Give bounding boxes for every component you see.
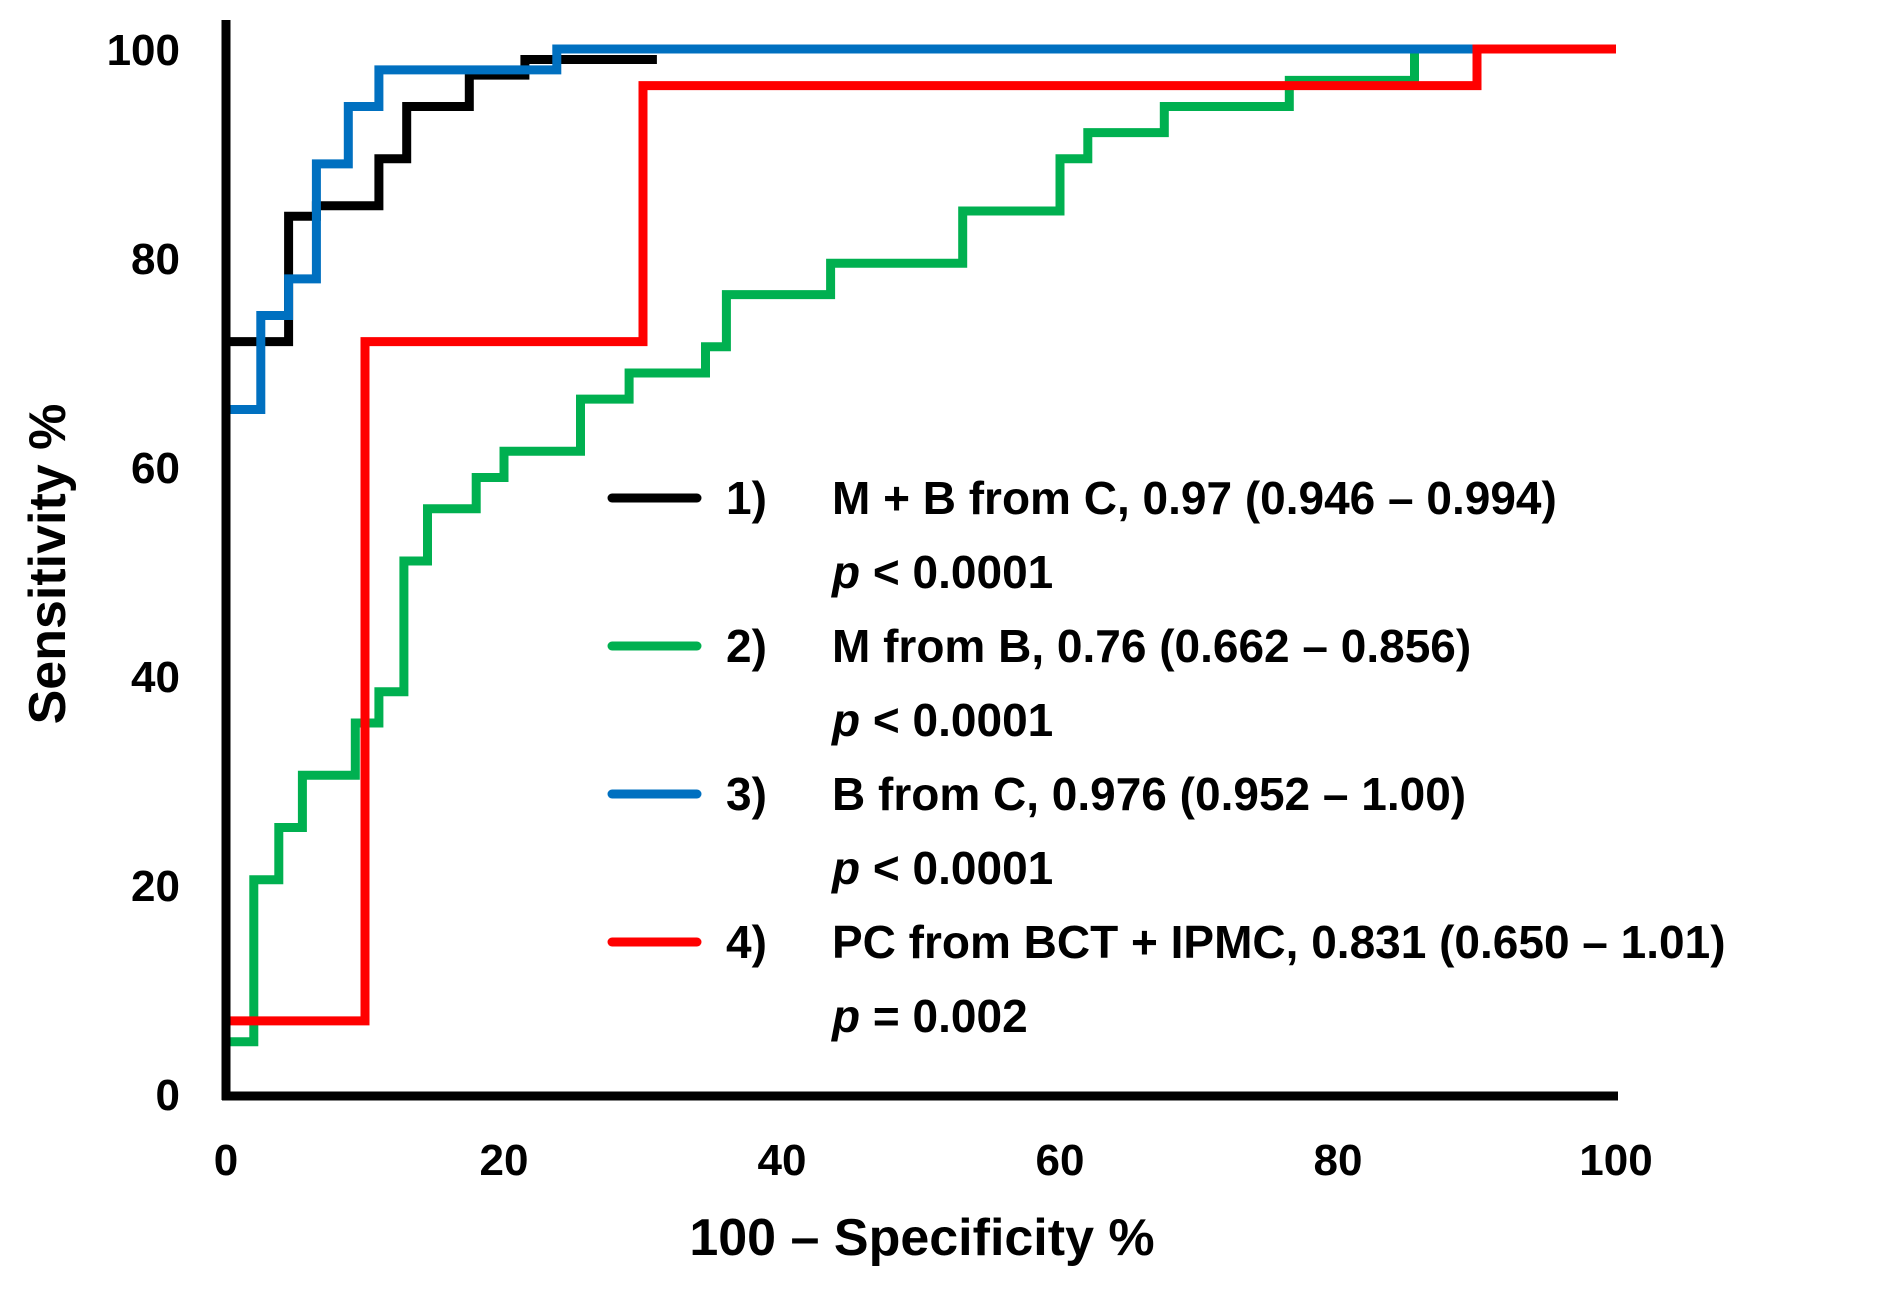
legend-number: 3) [726,768,767,820]
x-axis-title: 100 – Specificity % [689,1209,1154,1267]
y-tick-label: 60 [131,444,180,493]
series-line-4 [221,44,1616,1094]
legend-entry-2: 2) M from B, 0.76 (0.662 – 0.856) p < 0.00… [607,620,1471,746]
legend-stat: M + B from C, 0.97 (0.946 – 0.994) [832,472,1557,524]
y-tick-label: 40 [131,653,180,702]
x-tick-label: 40 [758,1136,807,1185]
legend: 1) M + B from C, 0.97 (0.946 – 0.994) p < … [607,472,1726,1042]
legend-stat: PC from BCT + IPMC, 0.831 (0.650 – 1.01) [832,916,1726,968]
series-line-1 [221,55,657,1094]
series-line-2 [226,44,1477,1047]
p-value-text: < 0.0001 [860,546,1053,598]
y-axis-title: Sensitivity % [19,404,77,725]
legend-stat: M from B, 0.76 (0.662 – 0.856) [832,620,1471,672]
y-tick-label: 20 [131,862,180,911]
x-tick-label: 0 [214,1136,238,1185]
p-value-text: = 0.002 [860,990,1028,1042]
legend-p-value: p < 0.0001 [830,842,1053,894]
x-tick-label: 100 [1579,1136,1652,1185]
y-tick-label: 80 [131,235,180,284]
p-value-text: < 0.0001 [860,694,1053,746]
legend-entry-4: 4) PC from BCT + IPMC, 0.831 (0.650 – 1.0… [607,916,1726,1042]
x-tick-label: 60 [1036,1136,1085,1185]
y-tick-label: 100 [107,26,180,75]
legend-entry-3: 3) B from C, 0.976 (0.952 – 1.00) p < 0.00… [607,768,1466,894]
legend-number: 2) [726,620,767,672]
series-layer [221,44,1616,1094]
legend-number: 4) [726,916,767,968]
series-line-3 [221,44,1477,1094]
y-tick-label: 0 [156,1071,180,1120]
x-tick-label: 80 [1314,1136,1363,1185]
legend-p-value: p < 0.0001 [830,694,1053,746]
legend-p-value: p = 0.002 [830,990,1028,1042]
tick-layer: 0 20 40 60 80 100 0 20 40 60 80 100 [107,26,1653,1185]
axis-layer [221,20,1618,1101]
p-value-text: < 0.0001 [860,842,1053,894]
legend-number: 1) [726,472,767,524]
x-tick-label: 20 [480,1136,529,1185]
p-symbol: p [830,546,860,598]
p-symbol: p [830,990,860,1042]
p-symbol: p [830,842,860,894]
legend-p-value: p < 0.0001 [830,546,1053,598]
p-symbol: p [830,694,860,746]
legend-entry-1: 1) M + B from C, 0.97 (0.946 – 0.994) p < … [607,472,1557,598]
legend-stat: B from C, 0.976 (0.952 – 1.00) [832,768,1466,820]
